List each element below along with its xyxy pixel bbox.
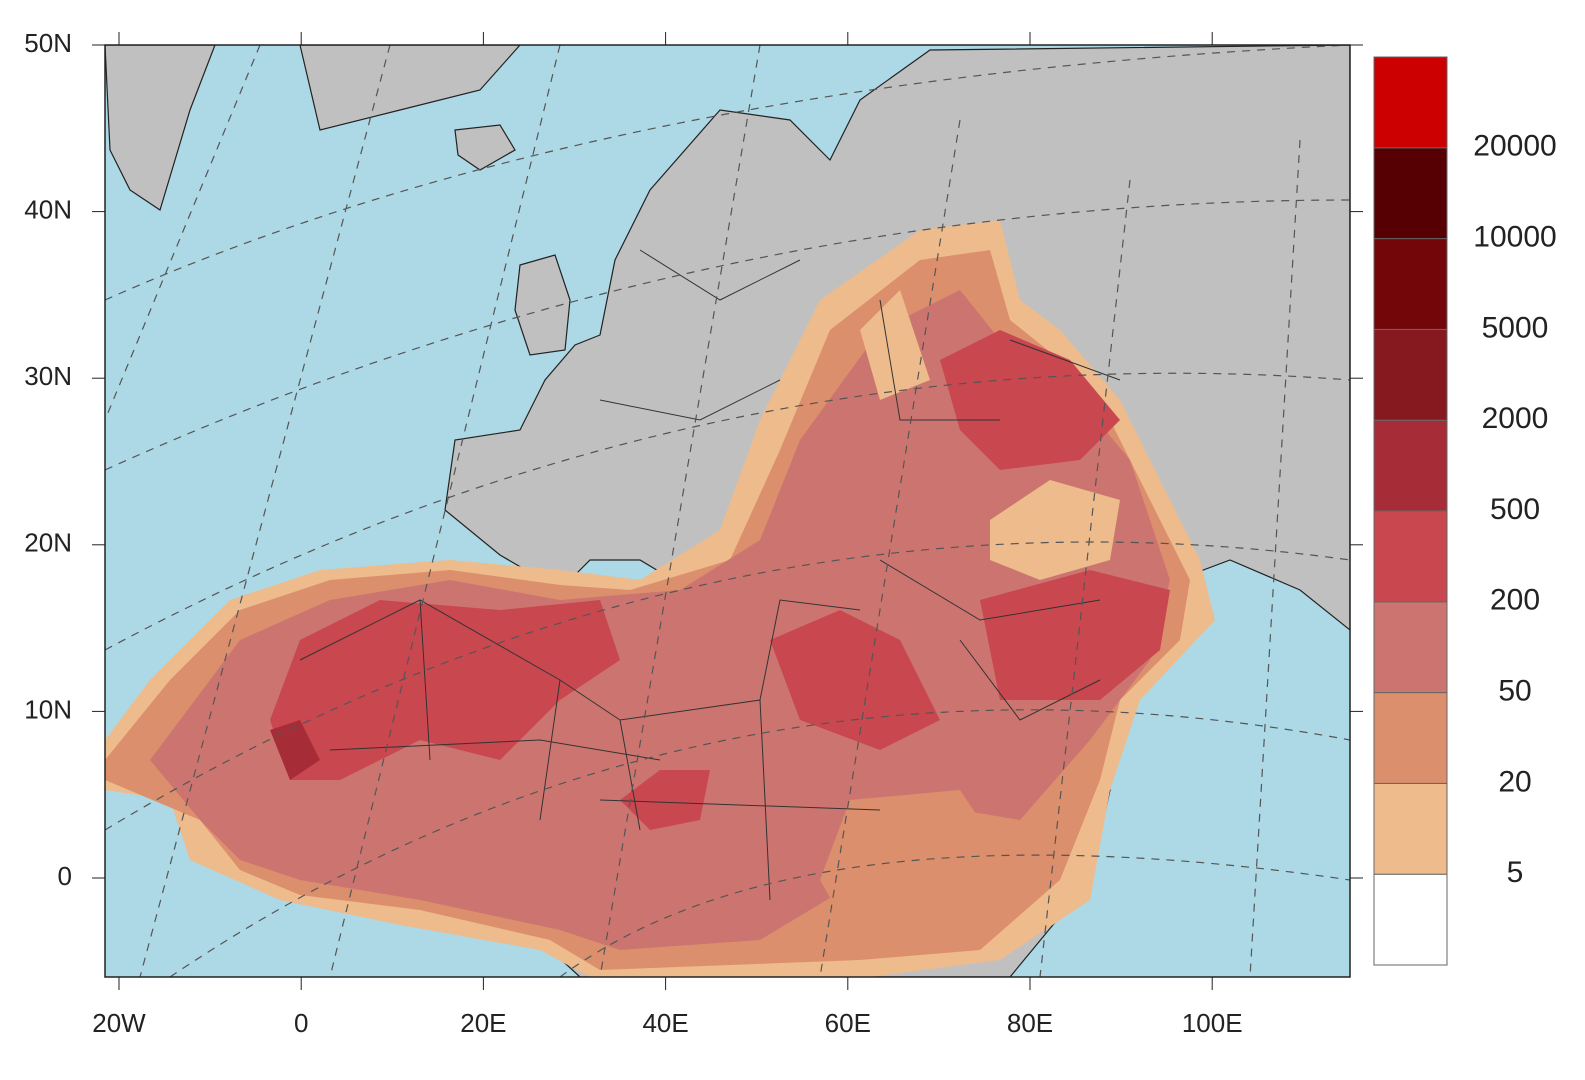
dust-region	[940, 330, 1120, 470]
colorbar-box	[1373, 147, 1448, 240]
colorbar-box	[1373, 782, 1448, 875]
greenland	[105, 45, 216, 211]
colorbar-label: 2000	[1482, 402, 1549, 435]
colorbar-box	[1373, 238, 1448, 330]
x-tick-label: 20E	[460, 1008, 506, 1038]
dust-region	[820, 790, 1000, 950]
y-tick-label: 0	[58, 861, 72, 891]
colorbar-label: 200	[1490, 584, 1540, 617]
colorbar-box	[1373, 328, 1448, 421]
colorbar-label: 20	[1498, 765, 1531, 798]
graticule	[105, 45, 1350, 977]
colorbar: 5 20 50 200 500 2000 5000 10000 20000	[1373, 56, 1557, 966]
x-tick-label: 80E	[1007, 1008, 1053, 1038]
country-borders	[299, 249, 1121, 901]
x-tick-label: 0	[294, 1008, 308, 1038]
greenland-north	[299, 45, 521, 131]
dust-region	[270, 720, 320, 780]
colorbar-label: 50	[1498, 675, 1531, 708]
x-tick-label: 100E	[1182, 1008, 1243, 1038]
colorbar-box	[1373, 601, 1448, 694]
y-tick-label: 20N	[24, 528, 72, 558]
x-tick-label: 40E	[642, 1008, 688, 1038]
x-tick-label: 20W	[92, 1008, 146, 1038]
colorbar-label: 5000	[1482, 311, 1549, 344]
colorbar-label: 10000	[1473, 221, 1556, 254]
colorbar-box	[1373, 510, 1448, 603]
y-tick-label: 50N	[24, 28, 72, 58]
axes: 20W 0 20E 40E 60E 80E 100E 50N 40N 30N 20N 10N 0	[24, 28, 1363, 1038]
colorbar-label: 500	[1490, 493, 1540, 526]
dust-region	[270, 600, 620, 780]
colorbar-box	[1373, 692, 1448, 784]
x-tick-label: 60E	[825, 1008, 871, 1038]
dust-region	[860, 290, 930, 400]
colorbar-label: 5	[1507, 856, 1524, 889]
y-tick-label: 10N	[24, 694, 72, 724]
iceland	[454, 124, 516, 171]
dust-region	[620, 770, 710, 830]
y-tick-label: 30N	[24, 361, 72, 391]
dust-region	[980, 570, 1170, 700]
dust-region	[150, 290, 1170, 950]
map-area	[105, 45, 1350, 977]
plot-frame	[104, 44, 1351, 978]
colorbar-label: 20000	[1473, 130, 1556, 163]
britain	[514, 254, 571, 356]
colorbar-box	[1373, 56, 1448, 149]
colorbar-box	[1373, 873, 1448, 966]
colorbar-box	[1373, 419, 1448, 512]
y-tick-label: 40N	[24, 194, 72, 224]
